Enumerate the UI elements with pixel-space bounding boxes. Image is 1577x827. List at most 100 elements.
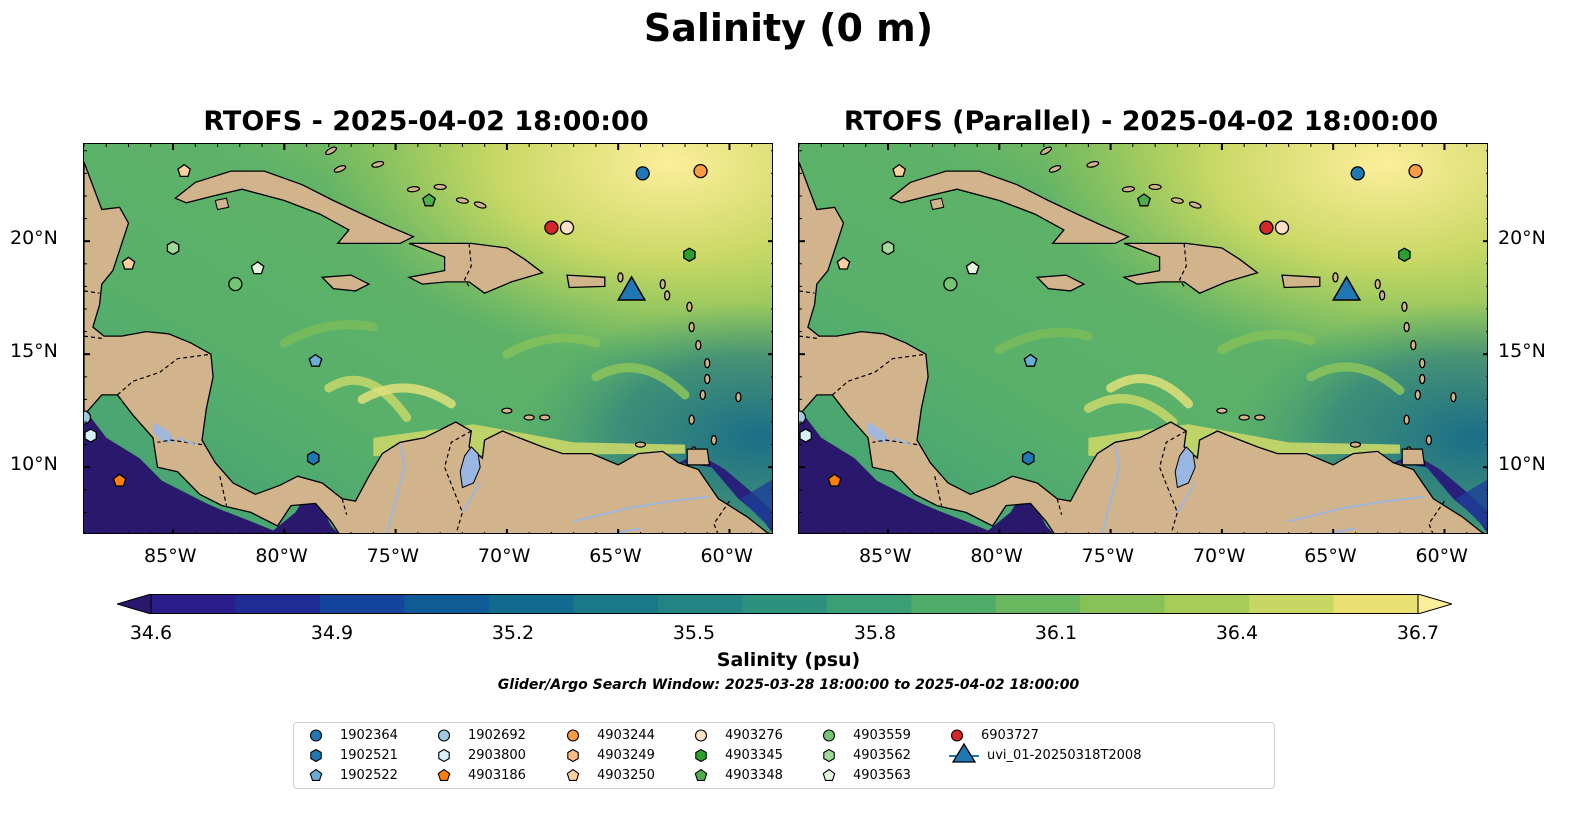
panel-title-rtofs: RTOFS - 2025-04-02 18:00:00 <box>203 106 649 137</box>
legend-label: 4903559 <box>853 728 911 743</box>
panel-title-rtofs-parallel: RTOFS (Parallel) - 2025-04-02 18:00:00 <box>843 106 1439 137</box>
float-marker-4903244[interactable] <box>1408 163 1423 179</box>
float-marker-1902522[interactable] <box>308 353 323 367</box>
legend-marker-icon <box>567 748 579 763</box>
lat-tick-label: 15°N <box>1498 340 1546 363</box>
legend-label: 4903562 <box>853 748 911 763</box>
float-marker-4903250[interactable] <box>892 163 907 178</box>
lon-tick-label: 85°W <box>144 545 197 567</box>
legend-label: 1902521 <box>340 748 398 763</box>
lat-tick-label: 20°N <box>1498 227 1546 250</box>
float-marker-4903562[interactable] <box>881 240 895 256</box>
colorbar <box>115 593 1454 618</box>
lon-tick-label: 80°W <box>255 545 308 567</box>
lon-tick-label: 85°W <box>859 545 912 567</box>
colorbar-tick-label: 34.6 <box>129 622 173 644</box>
float-marker-4903250[interactable] <box>121 256 136 270</box>
lon-tick-label: 70°W <box>1192 545 1246 567</box>
float-marker-4903348[interactable] <box>422 193 436 207</box>
float-marker-4903562[interactable] <box>166 240 180 256</box>
legend-label: 1902364 <box>340 728 398 743</box>
float-marker-4903186[interactable] <box>112 473 127 487</box>
colorbar-segment <box>657 594 743 614</box>
legend-marker-icon <box>694 729 708 742</box>
salinity-map-canvas <box>84 144 772 533</box>
colorbar-segment <box>151 594 237 614</box>
salinity-map-canvas <box>799 144 1487 533</box>
colorbar-tick-label: 35.2 <box>491 622 535 644</box>
lat-tick-label: 10°N <box>10 453 58 476</box>
float-marker-4903244[interactable] <box>693 163 708 179</box>
float-marker-1902364[interactable] <box>1350 166 1365 181</box>
lon-tick-label: 80°W <box>970 545 1023 567</box>
lon-tick-label: 65°W <box>589 545 642 567</box>
float-marker-4903559[interactable] <box>228 276 243 292</box>
lon-tick-label: 70°W <box>477 545 531 567</box>
float-marker-4903559[interactable] <box>943 276 958 292</box>
legend-label: 1902522 <box>340 768 398 783</box>
colorbar-segment <box>995 594 1081 614</box>
float-marker-4903348[interactable] <box>1137 193 1151 207</box>
float-marker-4903186[interactable] <box>827 473 842 487</box>
legend-label: uvi_01-20250318T2008 <box>987 748 1142 763</box>
float-marker-6903727[interactable] <box>1259 220 1274 235</box>
legend-marker-icon <box>437 729 451 742</box>
legend-marker-icon <box>822 729 836 742</box>
legend-marker-icon <box>950 729 964 742</box>
float-marker-4903345[interactable] <box>683 247 696 262</box>
float-marker-6903727[interactable] <box>544 220 559 235</box>
legend-marker-icon <box>310 748 322 763</box>
colorbar-segment <box>319 594 405 614</box>
legend-marker-icon <box>822 768 836 781</box>
float-marker-4903250[interactable] <box>836 256 851 270</box>
lat-tick-label: 20°N <box>10 227 58 250</box>
float-marker-4903276[interactable] <box>559 220 575 235</box>
float-marker-4903563[interactable] <box>250 260 265 275</box>
legend: 1902364 1902521 1902522 1902692 2903800 49031… <box>293 722 1275 789</box>
colorbar-segment <box>573 594 659 614</box>
float-marker-4903250[interactable] <box>177 163 192 178</box>
float-marker-2903800[interactable] <box>84 428 97 443</box>
lon-tick-label: 75°W <box>1081 545 1135 567</box>
legend-marker-icon <box>309 768 323 781</box>
legend-label: 4903563 <box>853 768 911 783</box>
colorbar-tick-label: 34.9 <box>310 622 354 644</box>
figure-title: Salinity (0 m) <box>643 6 934 50</box>
float-marker-4903345[interactable] <box>1398 247 1411 262</box>
map-panel-rtofs-parallel[interactable] <box>798 143 1488 534</box>
colorbar-label: Salinity (psu) <box>716 649 861 671</box>
legend-label: 6903727 <box>981 728 1039 743</box>
colorbar-segment <box>911 594 997 614</box>
legend-label: 4903249 <box>597 748 655 763</box>
glider-marker-uvi_01-20250318T2008[interactable] <box>616 275 647 301</box>
lon-tick-label: 60°W <box>700 545 753 567</box>
float-marker-1902521[interactable] <box>306 450 320 466</box>
lat-tick-label: 15°N <box>10 340 58 363</box>
legend-marker-icon <box>566 768 580 781</box>
legend-label: 2903800 <box>468 748 526 763</box>
float-marker-1902521[interactable] <box>1021 450 1035 466</box>
float-marker-4903276[interactable] <box>1274 220 1290 235</box>
colorbar-tick-label: 36.1 <box>1034 622 1078 644</box>
legend-label: 4903244 <box>597 728 655 743</box>
float-marker-1902522[interactable] <box>1023 353 1038 367</box>
lon-tick-label: 60°W <box>1415 545 1468 567</box>
float-marker-1902692[interactable] <box>84 410 92 425</box>
legend-marker-icon <box>695 748 707 763</box>
map-panel-rtofs[interactable] <box>83 143 773 534</box>
lon-tick-label: 65°W <box>1304 545 1357 567</box>
colorbar-tick-label: 36.4 <box>1215 622 1259 644</box>
colorbar-segment <box>826 594 912 614</box>
float-marker-1902692[interactable] <box>799 410 807 425</box>
lon-tick-label: 75°W <box>366 545 420 567</box>
legend-label: 1902692 <box>468 728 526 743</box>
float-marker-4903563[interactable] <box>965 260 980 275</box>
glider-marker-uvi_01-20250318T2008[interactable] <box>1331 275 1362 301</box>
legend-marker-icon <box>949 742 979 763</box>
legend-marker-icon <box>566 729 580 742</box>
legend-marker-icon <box>309 729 323 742</box>
colorbar-tick-label: 35.8 <box>853 622 897 644</box>
legend-label: 4903250 <box>597 768 655 783</box>
float-marker-1902364[interactable] <box>635 166 650 181</box>
float-marker-2903800[interactable] <box>799 428 812 443</box>
